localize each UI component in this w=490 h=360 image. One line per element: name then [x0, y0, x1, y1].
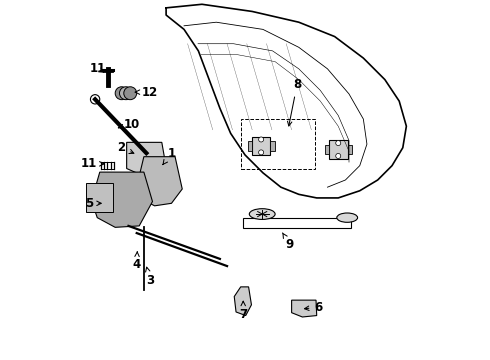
Text: 6: 6	[304, 301, 322, 314]
Polygon shape	[234, 287, 251, 316]
Circle shape	[91, 95, 100, 104]
Bar	[252, 136, 270, 155]
Bar	[270, 141, 275, 150]
Circle shape	[124, 87, 137, 100]
Ellipse shape	[337, 213, 358, 222]
Bar	[329, 140, 347, 159]
Bar	[242, 119, 315, 169]
Bar	[243, 219, 351, 228]
Text: 3: 3	[146, 267, 154, 287]
Text: 10: 10	[118, 118, 140, 131]
Polygon shape	[137, 157, 182, 206]
Text: 7: 7	[239, 301, 247, 321]
Text: 11: 11	[81, 157, 104, 170]
Text: 8: 8	[288, 78, 301, 126]
Bar	[347, 145, 352, 154]
Text: 12: 12	[135, 86, 158, 99]
Polygon shape	[126, 142, 164, 176]
Circle shape	[142, 148, 151, 158]
Polygon shape	[292, 300, 317, 317]
Ellipse shape	[249, 209, 275, 220]
Text: 1: 1	[163, 147, 175, 165]
Circle shape	[259, 137, 264, 142]
Circle shape	[115, 87, 128, 100]
Bar	[247, 141, 252, 150]
Bar	[324, 145, 329, 154]
Text: 9: 9	[283, 233, 294, 251]
Circle shape	[336, 153, 341, 158]
Text: 2: 2	[117, 141, 134, 154]
Text: 4: 4	[133, 252, 141, 271]
Bar	[87, 183, 113, 212]
Text: 11: 11	[90, 62, 106, 75]
Polygon shape	[92, 172, 152, 227]
Text: 5: 5	[85, 197, 101, 210]
Circle shape	[259, 150, 264, 155]
Circle shape	[336, 140, 341, 145]
Circle shape	[120, 87, 132, 100]
